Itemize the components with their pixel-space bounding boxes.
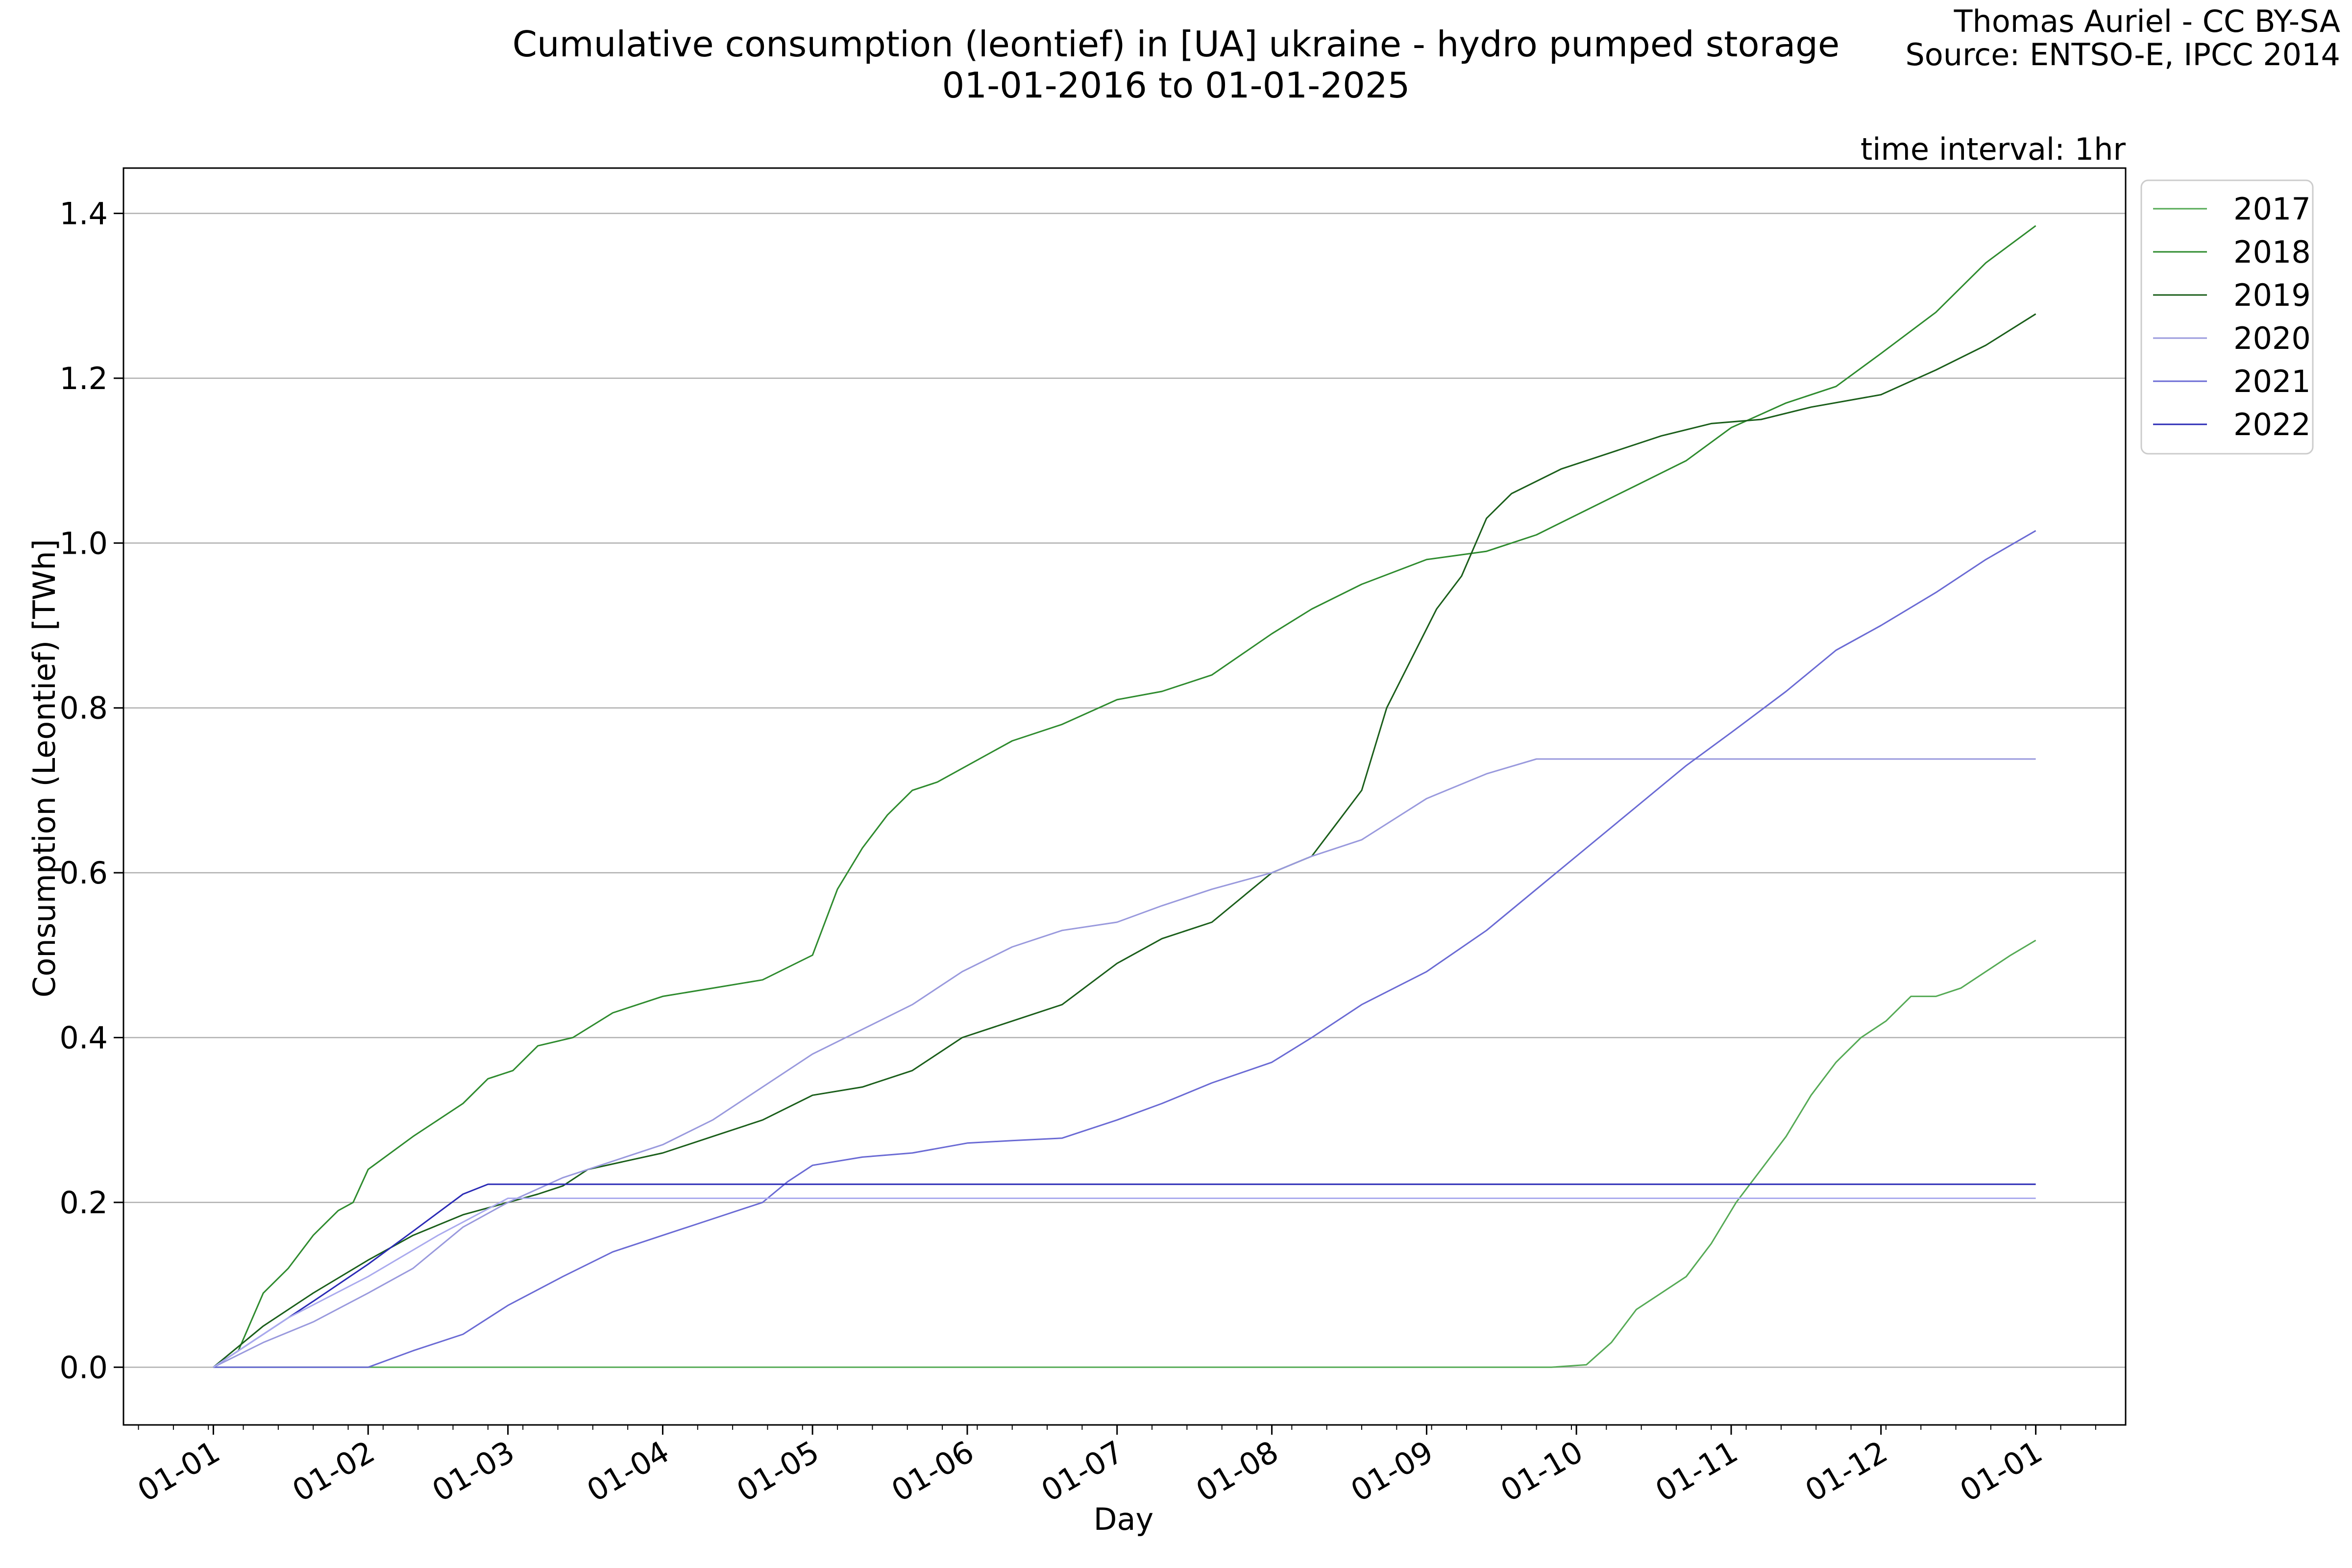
legend-box — [2140, 179, 2314, 455]
chart-subtitle: 01-01-2016 to 01-01-2025 — [942, 65, 1410, 106]
x-axis: 01-01 01-02 01-03 01-04 01-05 01-06 01-07 01-08… — [131, 1425, 2096, 1509]
x-tick-label: 01-03 — [426, 1434, 521, 1509]
legend-entry: 2020 — [2233, 320, 2311, 356]
series-line-2022 — [213, 1183, 2036, 1368]
series-line-2021 — [213, 530, 2036, 1368]
x-tick-label: 01-08 — [1190, 1434, 1285, 1509]
x-tick-label: 01-02 — [286, 1434, 381, 1509]
y-tick-label: 0.6 — [59, 855, 108, 891]
x-tick-label: 01-12 — [1799, 1434, 1894, 1509]
y-tick-label: 0.0 — [59, 1349, 108, 1385]
y-tick-label: 1.4 — [59, 196, 108, 232]
legend: 2017 2018 2019 2020 2021 2022 — [2140, 179, 2314, 455]
y-tick-label: 0.8 — [59, 690, 108, 726]
series-line-2019 — [213, 313, 2036, 1368]
y-axis-label: Consumption (Leontief) [TWh] — [26, 539, 62, 998]
x-tick-label: 01-04 — [581, 1434, 675, 1509]
y-axis: 0.0 0.2 0.4 0.6 0.8 1.0 1.2 1.4 — [59, 196, 123, 1385]
x-tick-label: 01-01 — [131, 1434, 226, 1509]
x-tick-label: 01-09 — [1345, 1434, 1439, 1509]
x-tick-label: 01-06 — [885, 1434, 980, 1509]
credit-author: Thomas Auriel - CC BY-SA — [1954, 3, 2340, 39]
series-lines — [213, 225, 2036, 1368]
x-tick-label: 01-05 — [731, 1434, 825, 1509]
series-line-2017 — [213, 939, 2036, 1368]
x-axis-label: Day — [1094, 1501, 1153, 1537]
series-line-2020 — [213, 758, 2036, 1368]
y-tick-label: 1.2 — [59, 361, 108, 396]
x-tick-label: 01-11 — [1649, 1434, 1744, 1509]
legend-entry: 2019 — [2233, 277, 2311, 313]
legend-entry: 2017 — [2233, 191, 2311, 227]
time-interval-label: time interval: 1hr — [1861, 131, 2126, 167]
chart-title: Cumulative consumption (leontief) in [UA… — [512, 24, 1840, 65]
credit-source: Source: ENTSO-E, IPCC 2014 — [1905, 37, 2340, 73]
series-line-2018 — [213, 225, 2036, 1368]
y-tick-label: 1.0 — [59, 525, 108, 561]
series-line-unlabeled — [213, 1198, 2036, 1368]
plot-frame — [122, 167, 2127, 1426]
x-tick-label: 01-07 — [1035, 1434, 1130, 1509]
y-gridlines — [123, 213, 2126, 1368]
legend-entry: 2021 — [2233, 364, 2311, 399]
legend-entry: 2018 — [2233, 234, 2311, 270]
x-tick-label: 01-10 — [1494, 1434, 1589, 1509]
legend-entry: 2022 — [2233, 407, 2311, 442]
y-tick-label: 0.2 — [59, 1185, 108, 1221]
y-tick-label: 0.4 — [59, 1020, 108, 1055]
x-tick-label: 01-01 — [1954, 1434, 2049, 1509]
